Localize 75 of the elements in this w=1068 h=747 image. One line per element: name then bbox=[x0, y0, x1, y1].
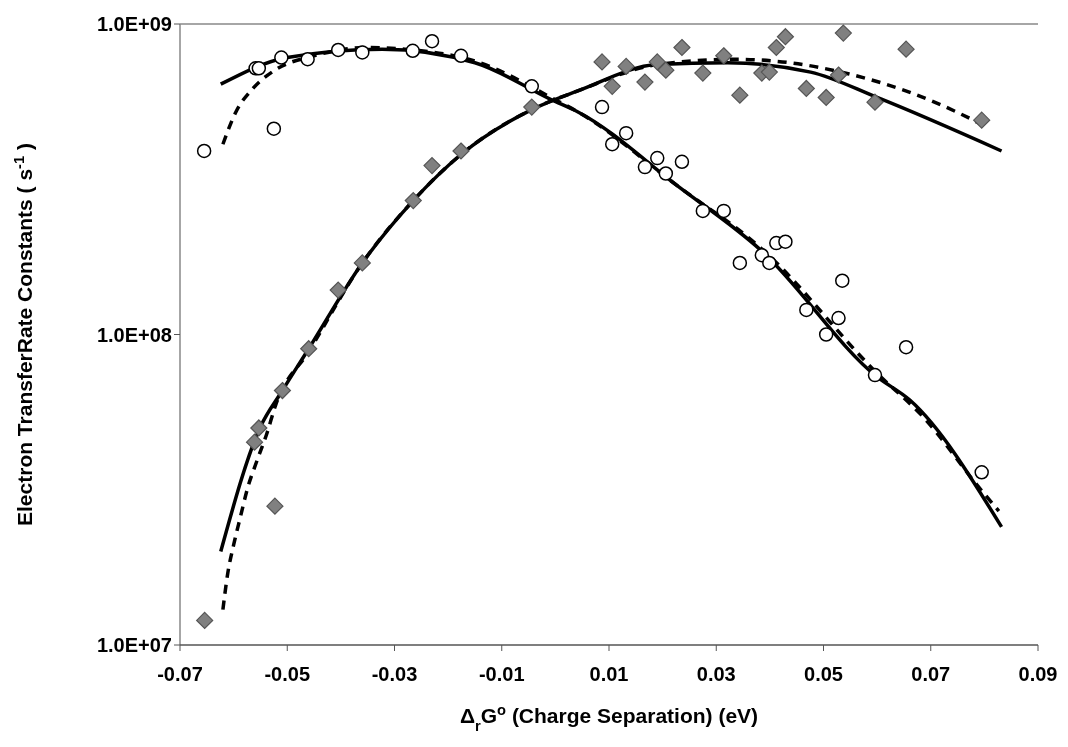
point bbox=[604, 136, 620, 152]
point bbox=[274, 50, 289, 65]
point bbox=[405, 43, 420, 59]
y-tick-label: 1.0E+07 bbox=[96, 634, 172, 656]
point bbox=[648, 53, 666, 71]
point bbox=[731, 86, 749, 104]
x-axis-title: Δ$_{r}$G$^{o}$ (Charge Separation) (eV) bbox=[459, 702, 759, 734]
x-tick-label: -0.01 bbox=[478, 663, 525, 685]
point bbox=[250, 419, 268, 437]
point bbox=[767, 38, 785, 57]
point bbox=[867, 367, 883, 383]
x-tick-label: -0.03 bbox=[371, 663, 418, 685]
point bbox=[658, 166, 674, 181]
x-tick-label: 0.05 bbox=[804, 663, 843, 685]
point bbox=[617, 57, 635, 76]
point bbox=[650, 150, 665, 166]
y-tick-label: 1.0E+09 bbox=[96, 13, 172, 35]
point bbox=[251, 61, 267, 76]
point bbox=[593, 53, 611, 71]
point bbox=[776, 28, 795, 46]
y-tick-label: 1.0E+08 bbox=[96, 323, 172, 346]
point bbox=[196, 143, 212, 159]
point bbox=[778, 234, 793, 249]
point bbox=[245, 433, 264, 451]
point bbox=[799, 302, 814, 318]
point bbox=[300, 51, 315, 67]
point bbox=[266, 121, 282, 136]
point bbox=[594, 99, 610, 115]
point bbox=[898, 339, 914, 355]
x-tick-label: -0.07 bbox=[157, 663, 203, 685]
point bbox=[618, 125, 634, 141]
point bbox=[300, 340, 318, 358]
point bbox=[732, 255, 748, 271]
point bbox=[674, 154, 690, 170]
point bbox=[866, 93, 884, 111]
point bbox=[834, 24, 852, 42]
x-tick-label: 0.07 bbox=[911, 663, 951, 685]
point bbox=[355, 45, 370, 60]
point bbox=[453, 48, 469, 64]
point bbox=[973, 111, 991, 129]
point bbox=[636, 73, 654, 91]
point bbox=[797, 79, 815, 98]
point bbox=[524, 79, 540, 94]
point bbox=[329, 281, 347, 299]
point bbox=[657, 61, 675, 79]
point bbox=[423, 156, 441, 175]
point bbox=[715, 47, 733, 65]
point bbox=[353, 254, 371, 272]
x-tick-label: 0.01 bbox=[589, 663, 629, 685]
point bbox=[974, 465, 989, 480]
point bbox=[196, 611, 214, 630]
x-tick-label: 0.09 bbox=[1018, 663, 1058, 685]
point bbox=[424, 33, 440, 49]
point bbox=[404, 191, 422, 210]
x-tick-label: 0.03 bbox=[696, 663, 736, 685]
point bbox=[273, 381, 292, 400]
point bbox=[673, 38, 691, 57]
point bbox=[817, 88, 835, 107]
point bbox=[603, 77, 621, 95]
point bbox=[694, 64, 712, 82]
point bbox=[695, 203, 711, 219]
point bbox=[897, 40, 915, 58]
point bbox=[716, 203, 732, 219]
x-tick-label: -0.05 bbox=[264, 663, 311, 685]
point bbox=[835, 273, 850, 288]
point bbox=[637, 159, 653, 175]
point bbox=[762, 255, 777, 271]
point bbox=[523, 98, 541, 116]
point bbox=[818, 327, 834, 342]
point bbox=[760, 63, 778, 81]
point bbox=[452, 142, 470, 160]
point bbox=[330, 42, 346, 58]
point bbox=[266, 497, 284, 515]
point bbox=[831, 310, 846, 326]
point bbox=[829, 66, 848, 84]
